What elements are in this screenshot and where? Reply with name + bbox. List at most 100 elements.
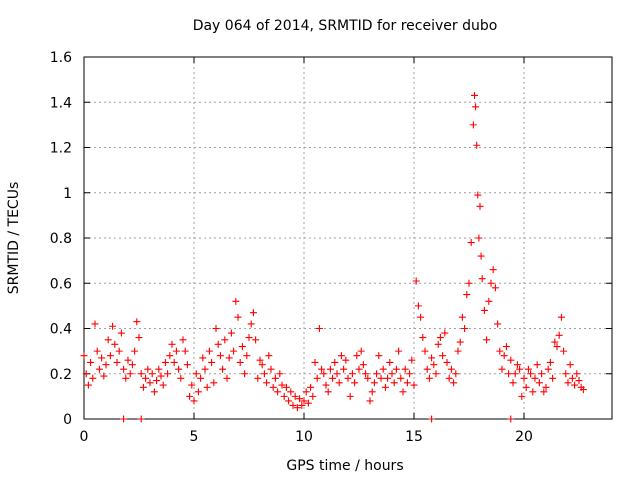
data-point [340, 365, 348, 373]
data-point [509, 379, 517, 387]
data-point [89, 374, 97, 382]
data-point [533, 361, 541, 369]
data-point [166, 352, 174, 360]
data-point [348, 370, 356, 378]
data-point [100, 372, 108, 380]
data-point [329, 374, 337, 382]
data-point [258, 361, 266, 369]
data-point [188, 381, 196, 389]
data-point [280, 392, 288, 400]
data-point [337, 352, 345, 360]
grid [84, 57, 612, 419]
data-point [194, 388, 202, 396]
data-point [477, 252, 485, 260]
data-point [511, 370, 519, 378]
data-point [522, 383, 530, 391]
data-point [531, 374, 539, 382]
data-point [263, 379, 271, 387]
data-point [245, 334, 253, 342]
data-point [364, 374, 372, 382]
data-point [421, 347, 429, 355]
data-point [87, 358, 95, 366]
data-point [315, 325, 323, 332]
data-point [106, 352, 114, 360]
zero-point [507, 415, 515, 423]
data-point [430, 361, 438, 369]
data-point [252, 336, 260, 344]
data-point [540, 388, 548, 396]
data-point [505, 370, 513, 378]
x-tick-label: 10 [295, 429, 313, 445]
data-point [175, 365, 183, 373]
data-point [359, 361, 367, 369]
data-point [192, 370, 200, 378]
data-point [254, 374, 262, 382]
data-point [379, 365, 387, 373]
data-point [566, 361, 574, 369]
data-point [507, 356, 515, 364]
data-point [157, 372, 165, 380]
data-point [241, 370, 249, 378]
data-point [384, 374, 392, 382]
data-point [137, 370, 145, 378]
data-point [128, 361, 136, 369]
data-point [115, 347, 123, 355]
data-point [542, 383, 550, 391]
data-point [419, 334, 427, 342]
data-point [293, 404, 301, 412]
data-point [535, 379, 543, 387]
data-point [278, 381, 286, 389]
data-point [181, 347, 189, 355]
data-point [120, 365, 128, 373]
data-point [168, 340, 176, 348]
data-point [351, 379, 359, 387]
data-point [289, 401, 297, 409]
data-point [155, 365, 163, 373]
data-point [366, 397, 374, 405]
data-point [133, 318, 141, 326]
zero-point [428, 415, 436, 423]
data-point [322, 381, 330, 389]
data-point [353, 352, 361, 360]
y-tick-label: 1.2 [50, 141, 72, 157]
data-point [575, 377, 583, 385]
data-point [368, 388, 376, 396]
data-point [144, 365, 152, 373]
data-point [513, 361, 521, 369]
data-point [183, 361, 191, 369]
data-point [463, 291, 471, 299]
data-point [260, 370, 268, 378]
data-point [186, 392, 194, 400]
data-point [467, 239, 475, 247]
data-point [113, 358, 121, 366]
x-tick-label: 5 [190, 429, 199, 445]
data-point [249, 309, 257, 317]
data-point [498, 365, 506, 373]
data-point [494, 320, 502, 328]
data-point [516, 365, 524, 373]
data-point [335, 379, 343, 387]
data-point [221, 336, 229, 344]
plot-frame [83, 56, 613, 420]
data-point [478, 275, 486, 283]
data-point [553, 343, 561, 351]
data-point [170, 358, 178, 366]
data-point [399, 388, 407, 396]
y-tick-label: 1.6 [50, 50, 72, 66]
data-point [425, 374, 433, 382]
data-point [212, 325, 220, 332]
data-point [392, 365, 400, 373]
data-point [203, 383, 211, 391]
data-point [95, 365, 103, 373]
data-point [333, 370, 341, 378]
data-point [276, 370, 284, 378]
data-point [520, 374, 528, 382]
data-point [109, 322, 117, 330]
data-point [491, 284, 499, 292]
data-point [564, 379, 572, 387]
data-point [102, 361, 110, 369]
data-point [447, 365, 455, 373]
data-point [527, 370, 535, 378]
data-point [135, 334, 143, 342]
data-point [148, 370, 156, 378]
